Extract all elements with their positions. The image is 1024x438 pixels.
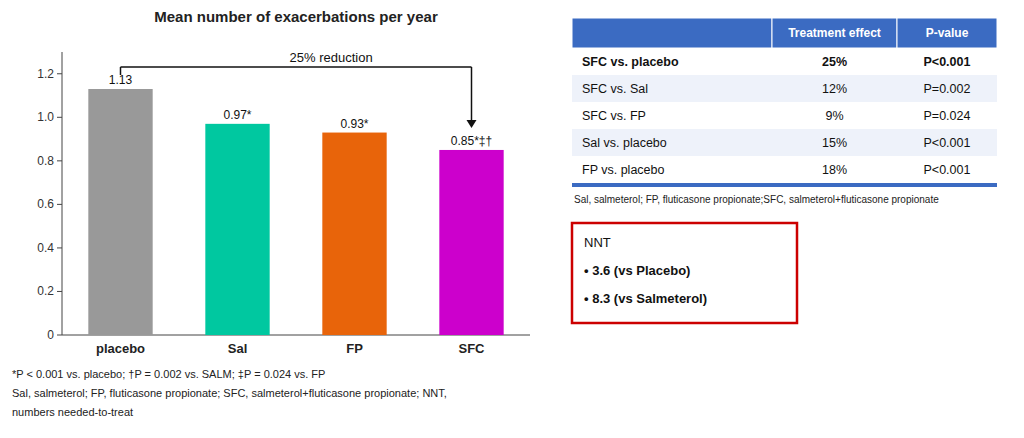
table-cell: 18% bbox=[822, 163, 847, 177]
y-tick bbox=[57, 247, 62, 248]
table-cell: SFC vs. placebo bbox=[582, 55, 679, 69]
nnt-title: NNT bbox=[584, 235, 611, 250]
table-header-cell bbox=[572, 18, 772, 48]
y-tick-label: 1.0 bbox=[37, 110, 54, 124]
nnt-item: • 3.6 (vs Placebo) bbox=[584, 263, 690, 278]
y-axis: 0 0.2 0.4 0.6 0.8 1.0 1.2 bbox=[37, 52, 530, 342]
nnt-box: NNT • 3.6 (vs Placebo) • 8.3 (vs Salmetero… bbox=[572, 223, 797, 323]
bracket-line bbox=[121, 66, 472, 68]
y-axis-line bbox=[62, 52, 63, 335]
bar bbox=[205, 124, 269, 335]
bracket-tick bbox=[120, 67, 122, 75]
y-tick bbox=[57, 335, 62, 336]
y-tick bbox=[57, 160, 62, 161]
x-tick-label: placebo bbox=[96, 341, 145, 356]
table-cell: P<0.001 bbox=[924, 163, 971, 177]
y-tick-label: 0.2 bbox=[37, 284, 54, 298]
y-tick bbox=[57, 291, 62, 292]
table-cell: P<0.001 bbox=[924, 136, 971, 150]
data-label: 0.97* bbox=[223, 108, 251, 122]
footnote: numbers needed-to-treat bbox=[12, 406, 133, 418]
table-cell: P=0.024 bbox=[924, 109, 971, 123]
footnote: Sal, salmeterol; FP, fluticasone propion… bbox=[12, 387, 447, 399]
data-label: 1.13 bbox=[109, 73, 133, 87]
table-cell: 9% bbox=[825, 109, 843, 123]
nnt-box-frame bbox=[572, 223, 797, 323]
y-tick-label: 0.8 bbox=[37, 154, 54, 168]
table-header: P-value bbox=[926, 26, 969, 40]
table-cell: SFC vs. Sal bbox=[582, 82, 648, 96]
table-cell: SFC vs. FP bbox=[582, 109, 646, 123]
chart-title: Mean number of exacerbations per year bbox=[154, 8, 438, 25]
table-row-bg bbox=[572, 129, 997, 156]
table-header: Treatment effect bbox=[788, 26, 881, 40]
x-tick-label: SFC bbox=[459, 341, 486, 356]
bracket-arrow-shaft bbox=[471, 67, 473, 122]
table-cell: 12% bbox=[822, 82, 847, 96]
table-bottom-rule bbox=[572, 183, 997, 187]
annotation: 25% reduction bbox=[290, 50, 373, 65]
y-tick-label: 0.6 bbox=[37, 197, 54, 211]
y-tick-label: 0.4 bbox=[37, 241, 54, 255]
y-tick bbox=[57, 117, 62, 118]
table-cell: P=0.002 bbox=[924, 82, 971, 96]
bar bbox=[88, 89, 152, 335]
footnote: *P < 0.001 vs. placebo; †P = 0.002 vs. S… bbox=[12, 368, 325, 380]
bracket-arrow-head bbox=[467, 120, 477, 128]
data-label: 0.93* bbox=[340, 117, 368, 131]
x-tick-label: FP bbox=[346, 341, 363, 356]
chart-root: Mean number of exacerbations per year 0 0.… bbox=[0, 0, 1024, 438]
table-header-cell bbox=[897, 18, 997, 48]
bar bbox=[439, 150, 503, 335]
table-cell: 15% bbox=[822, 136, 847, 150]
reduction-bracket bbox=[121, 67, 477, 128]
y-tick bbox=[57, 73, 62, 74]
bars bbox=[88, 89, 503, 335]
bar bbox=[322, 133, 386, 335]
table-cell: P<0.001 bbox=[924, 55, 971, 69]
table-cell: 25% bbox=[822, 55, 847, 69]
table-header-cell bbox=[772, 18, 897, 48]
data-label: 0.85*‡† bbox=[451, 134, 492, 148]
y-tick-label: 0 bbox=[47, 328, 54, 342]
table-footnote: Sal, salmeterol; FP, fluticasone propion… bbox=[574, 194, 939, 205]
y-tick bbox=[57, 204, 62, 205]
table-cell: FP vs. placebo bbox=[582, 163, 665, 177]
y-tick-label: 1.2 bbox=[37, 67, 54, 81]
x-tick-label: Sal bbox=[228, 341, 248, 356]
table-cell: Sal vs. placebo bbox=[582, 136, 667, 150]
nnt-item: • 8.3 (vs Salmeterol) bbox=[584, 291, 707, 306]
table: Treatment effect P-value SFC vs. placebo 25… bbox=[572, 18, 997, 205]
table-row-bg bbox=[572, 75, 997, 102]
